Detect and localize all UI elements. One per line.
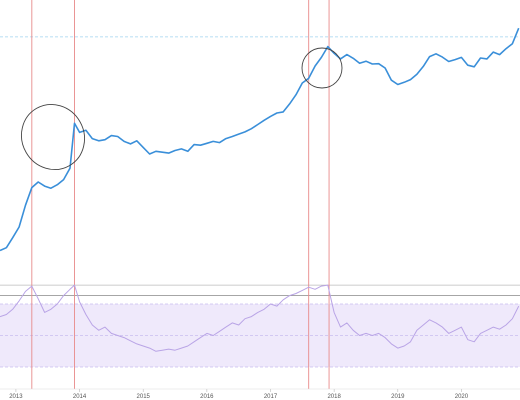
x-tick-label: 2017 [264,394,278,400]
rsi-series-line [0,284,520,352]
x-tick-label: 2020 [455,394,469,400]
x-tick-label: 2015 [137,394,151,400]
cycle-markers [31,0,330,389]
price-series-line [0,27,520,252]
x-tick-label: 2019 [391,394,405,400]
highlight-circle-2013 [21,104,85,170]
highlight-circle-2017 [301,47,343,89]
x-tick-label: 2014 [73,394,87,400]
x-tick-label: 2016 [200,394,214,400]
x-tick-label: 2013 [9,394,23,400]
x-axis-ticks: 2013 2014 2015 2016 2017 2018 2019 2020 [9,389,469,400]
x-tick-label: 2018 [327,394,341,400]
rsi-dashed-levels [0,303,520,368]
